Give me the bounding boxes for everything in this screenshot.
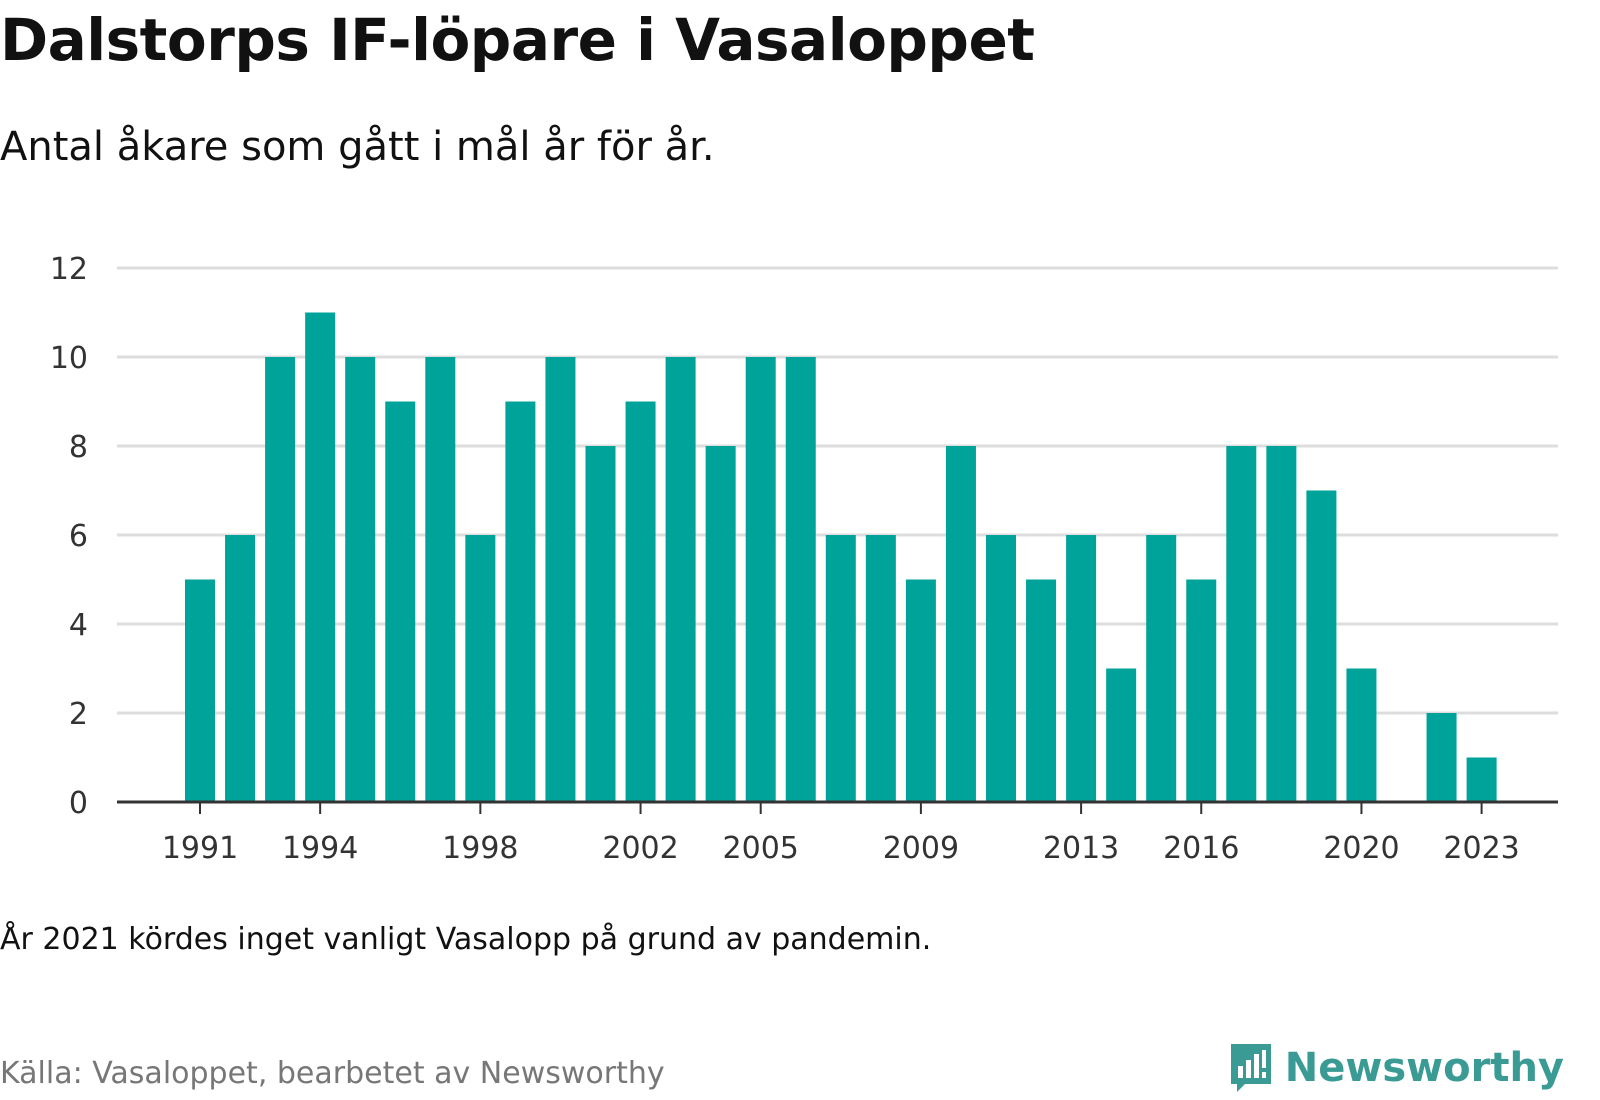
x-tick-label: 1991: [162, 831, 238, 866]
bar-chart: 0 2 4 6 8 10 12 1991 1994 1998 2002 2005 2009 2013 20…: [50, 252, 1558, 866]
bar-2011: [986, 535, 1016, 802]
chart-subtitle: Antal åkare som gått i mål år för år.: [0, 124, 715, 170]
bar-2018: [1266, 446, 1297, 802]
x-tick-label: 2020: [1323, 831, 1399, 866]
bar-1993: [265, 357, 296, 802]
bar-1992: [225, 535, 256, 802]
brand-logo[interactable]: Newsworthy: [1227, 1040, 1564, 1096]
y-tick-label: 10: [50, 341, 88, 376]
bar-2007: [825, 535, 856, 802]
x-tick-label: 2016: [1163, 831, 1239, 866]
bar-2006: [785, 357, 816, 802]
bar-2020: [1346, 668, 1377, 802]
bar-1997: [425, 357, 456, 802]
bar-2012: [1026, 579, 1057, 802]
newsworthy-logo-icon: [1230, 1044, 1271, 1092]
bar-2001: [585, 446, 616, 802]
bar-2000: [545, 357, 576, 802]
bar-1991: [185, 579, 215, 802]
bar-2009: [905, 579, 936, 802]
bar-2023: [1466, 757, 1497, 802]
bar-2004: [705, 446, 736, 802]
bar-2017: [1226, 446, 1257, 802]
bar-2013: [1066, 535, 1097, 802]
bar-1995: [345, 357, 376, 802]
brand-name: Newsworthy: [1284, 1045, 1564, 1091]
bar-2005: [745, 357, 776, 802]
bar-1998: [465, 535, 496, 802]
y-tick-label: 6: [69, 519, 88, 554]
x-tick-label: 2005: [723, 831, 799, 866]
y-tick-label: 8: [69, 430, 88, 465]
bar-2010: [945, 446, 976, 802]
bar-1996: [385, 401, 416, 802]
x-tick-label: 2023: [1443, 831, 1519, 866]
y-tick-label: 4: [69, 608, 88, 643]
y-tick-label: 2: [69, 697, 88, 732]
bars: [185, 312, 1497, 802]
bar-2022: [1426, 713, 1457, 802]
bar-2003: [665, 357, 696, 802]
bar-2002: [625, 401, 656, 802]
x-tick-label: 2013: [1043, 831, 1119, 866]
y-tick-label: 0: [69, 786, 88, 821]
y-axis: 0 2 4 6 8 10 12: [50, 252, 88, 821]
bar-2019: [1306, 490, 1337, 802]
source-credit: Källa: Vasaloppet, bearbetet av Newswort…: [0, 1056, 665, 1091]
bar-2016: [1186, 579, 1217, 802]
x-tick-label: 2009: [883, 831, 959, 866]
bar-2014: [1106, 668, 1137, 802]
bar-2008: [865, 535, 896, 802]
bar-2015: [1146, 535, 1177, 802]
bar-1999: [505, 401, 536, 802]
x-tick-label: 1994: [282, 831, 358, 866]
bar-1994: [305, 312, 336, 802]
footnote: År 2021 kördes inget vanligt Vasalopp på…: [0, 922, 932, 957]
x-axis: 1991 1994 1998 2002 2005 2009 2013 2016 2020 2023: [117, 800, 1558, 866]
y-tick-label: 12: [50, 252, 88, 287]
x-tick-label: 1998: [442, 831, 518, 866]
chart-title: Dalstorps IF-löpare i Vasaloppet: [0, 6, 1035, 74]
x-tick-label: 2002: [602, 831, 678, 866]
